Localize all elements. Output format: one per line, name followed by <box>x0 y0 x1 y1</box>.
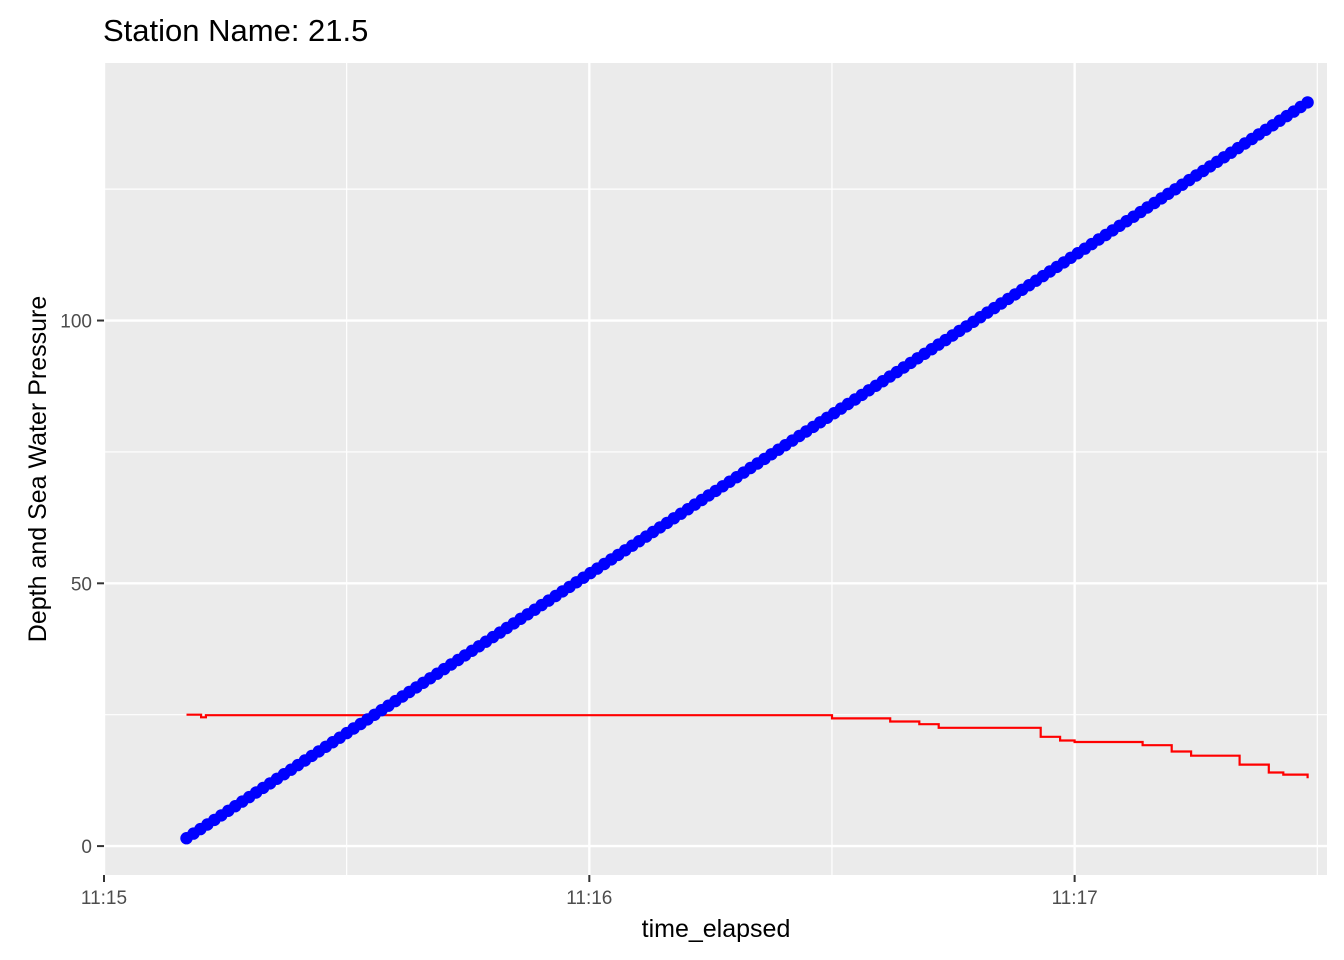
red-series <box>186 713 1309 779</box>
x-tick-label: 11:15 <box>81 888 127 909</box>
red-series-line <box>186 713 1309 779</box>
x-axis-title: time_elapsed <box>642 915 791 943</box>
y-tick-label: 100 <box>60 312 92 333</box>
y-axis: 0 50 100 <box>60 312 104 858</box>
chart-title: Station Name: 21.5 <box>103 13 368 48</box>
y-tick-label: 0 <box>81 837 92 858</box>
y-tick-label: 50 <box>71 574 92 595</box>
blue-data-point <box>1301 96 1314 109</box>
x-tick-label: 11:17 <box>1052 888 1098 909</box>
y-axis-title: Depth and Sea Water Pressure <box>24 296 52 642</box>
x-tick-label: 11:16 <box>566 888 612 909</box>
blue-series <box>180 96 1314 845</box>
plot-panel <box>104 63 1327 875</box>
x-axis: 11:15 11:16 11:17 <box>81 875 1098 909</box>
